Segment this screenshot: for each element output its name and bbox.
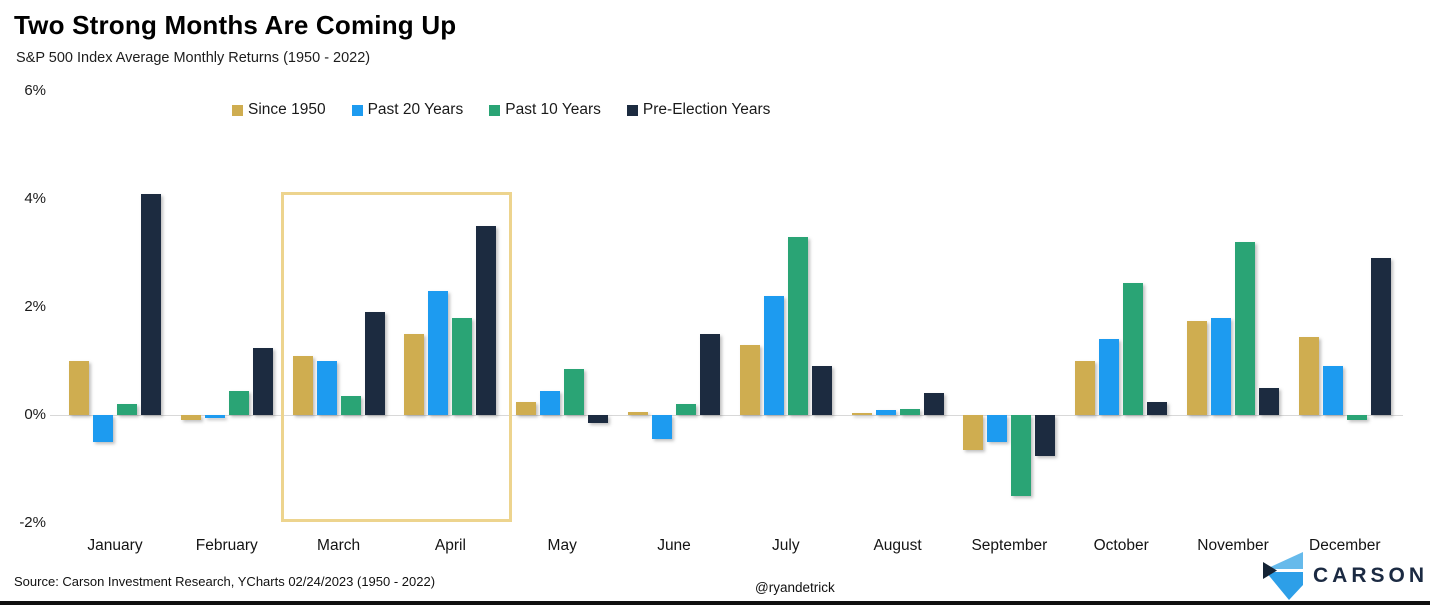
x-axis-label-january: January [87, 537, 143, 554]
bar-july-past-10-years [787, 236, 808, 415]
bar-december-pre-election-years [1370, 258, 1391, 415]
bar-april-past-10-years [452, 317, 473, 415]
bar-april-past-20-years [428, 290, 449, 415]
bar-june-since-1950 [628, 412, 648, 415]
bar-september-pre-election-years [1035, 415, 1056, 456]
y-axis-tick: 0% [24, 406, 46, 423]
legend-label: Pre-Election Years [642, 101, 771, 118]
x-axis-label-october: October [1093, 537, 1149, 554]
bar-february-since-1950 [180, 415, 201, 421]
bar-july-past-20-years [763, 296, 784, 415]
bar-february-past-20-years [204, 415, 225, 418]
bar-august-past-20-years [875, 409, 896, 415]
twitter-handle: @ryandetrick [755, 580, 835, 595]
legend-item: Past 10 Years [489, 101, 601, 119]
bar-april-since-1950 [404, 334, 425, 415]
bar-april-pre-election-years [476, 226, 497, 415]
bar-december-since-1950 [1298, 336, 1319, 415]
legend-label: Past 10 Years [505, 101, 601, 118]
x-axis-label-march: March [317, 537, 361, 554]
x-axis-label-november: November [1197, 537, 1269, 554]
bar-may-past-20-years [540, 390, 561, 415]
bar-june-past-10-years [676, 404, 696, 415]
y-axis-tick: -2% [19, 514, 46, 531]
bar-november-pre-election-years [1259, 388, 1279, 415]
legend-swatch-icon [489, 104, 501, 116]
bar-august-since-1950 [851, 413, 872, 415]
carson-logo-text: CARSON [1313, 564, 1429, 587]
legend-swatch-icon [232, 104, 243, 116]
bar-february-past-10-years [228, 390, 249, 415]
bar-june-past-20-years [652, 415, 672, 440]
bar-october-since-1950 [1075, 361, 1096, 415]
bar-january-since-1950 [69, 361, 89, 415]
x-axis-label-may: May [547, 537, 577, 554]
y-axis-tick: 6% [24, 82, 46, 99]
bar-august-pre-election-years [923, 393, 944, 415]
bar-march-since-1950 [292, 355, 313, 415]
legend: Since 1950 Past 20 Years Past 10 Years Pre-… [232, 101, 770, 119]
bar-august-past-10-years [899, 408, 920, 415]
x-axis-label-july: July [772, 537, 800, 554]
zero-axis-line [50, 415, 1403, 416]
legend-swatch-icon [351, 104, 363, 116]
bar-september-since-1950 [963, 415, 984, 451]
bar-june-pre-election-years [700, 334, 720, 415]
x-axis-label-august: August [873, 537, 922, 554]
bar-january-past-20-years [93, 415, 113, 442]
highlight-box-march-april [280, 192, 513, 522]
bar-march-pre-election-years [364, 312, 385, 415]
bar-september-past-10-years [1011, 415, 1032, 496]
legend-label: Since 1950 [248, 101, 326, 118]
bar-may-pre-election-years [588, 415, 609, 424]
chart-title: Two Strong Months Are Coming Up [14, 10, 457, 40]
bar-february-pre-election-years [252, 347, 273, 415]
bar-september-past-20-years [987, 415, 1008, 442]
bar-november-since-1950 [1187, 320, 1207, 415]
carson-logo: CARSON [1263, 551, 1428, 601]
legend-item: Past 20 Years [351, 101, 464, 119]
bar-december-past-10-years [1346, 415, 1367, 421]
x-axis-label-december: December [1309, 537, 1381, 554]
bar-july-pre-election-years [811, 366, 832, 415]
x-axis-label-september: September [971, 537, 1048, 554]
legend-item: Pre-Election Years [626, 101, 771, 119]
bar-october-pre-election-years [1147, 401, 1168, 415]
bar-october-past-10-years [1123, 282, 1144, 415]
bar-may-past-10-years [564, 369, 585, 415]
legend-label: Past 20 Years [367, 101, 464, 118]
legend-item: Since 1950 [232, 101, 326, 119]
bar-december-past-20-years [1322, 366, 1343, 415]
x-axis-label-april: April [434, 537, 466, 554]
y-axis-tick: 4% [24, 190, 46, 207]
y-axis-tick: 2% [24, 298, 46, 315]
bar-november-past-20-years [1211, 317, 1231, 415]
bar-march-past-20-years [316, 361, 337, 415]
legend-swatch-icon [626, 104, 638, 116]
carson-logo-mark [1263, 552, 1303, 600]
bar-july-since-1950 [739, 344, 760, 415]
x-axis-label-february: February [195, 537, 258, 554]
bar-march-past-10-years [340, 396, 361, 415]
chart-subtitle: S&P 500 Index Average Monthly Returns (1… [16, 50, 371, 66]
bar-january-past-10-years [117, 404, 137, 415]
source-text: Source: Carson Investment Research, YCha… [14, 574, 436, 589]
bar-january-pre-election-years [141, 193, 161, 415]
bar-november-past-10-years [1235, 242, 1255, 415]
bar-october-past-20-years [1099, 339, 1120, 415]
x-axis-label-june: June [657, 537, 691, 554]
bar-may-since-1950 [516, 401, 537, 415]
